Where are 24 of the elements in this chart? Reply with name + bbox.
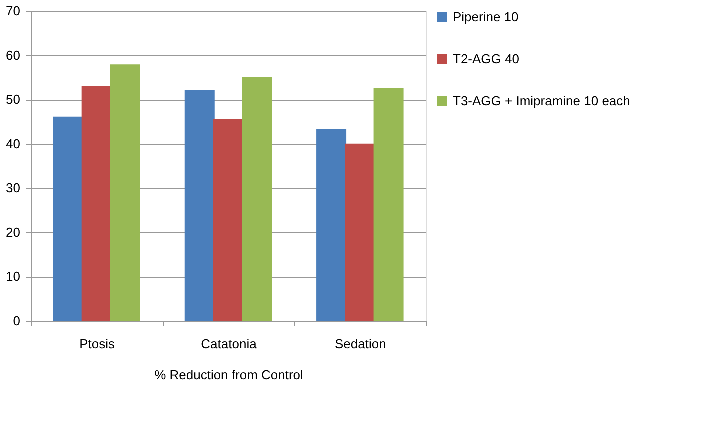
x-tick-label: Sedation — [335, 336, 386, 352]
bar — [214, 119, 244, 321]
x-tick-label: Catatonia — [201, 336, 258, 352]
y-tick-label: 70 — [6, 4, 20, 18]
bar — [242, 76, 272, 321]
bar — [53, 116, 84, 321]
y-tick-label: 20 — [6, 224, 20, 240]
bar — [110, 64, 140, 321]
legend-label: T3-AGG + Imipramine 10 each — [453, 94, 630, 108]
y-tick-label: 30 — [6, 180, 20, 196]
legend-label: Piperine 10 — [453, 10, 519, 24]
y-tick-label: 10 — [6, 269, 20, 284]
y-tick-label: 50 — [6, 92, 20, 108]
legend-label: T2-AGG 40 — [453, 52, 520, 66]
bar — [316, 129, 347, 321]
bar — [82, 86, 112, 321]
x-tick-label: Ptosis — [80, 336, 116, 352]
bar — [345, 144, 376, 321]
y-tick-label: 0 — [13, 314, 20, 328]
y-tick-label: 40 — [6, 136, 20, 152]
x-axis-title: % Reduction from Control — [154, 368, 304, 382]
bar — [374, 88, 404, 321]
bar — [184, 90, 215, 321]
y-tick-label: 60 — [6, 48, 20, 63]
